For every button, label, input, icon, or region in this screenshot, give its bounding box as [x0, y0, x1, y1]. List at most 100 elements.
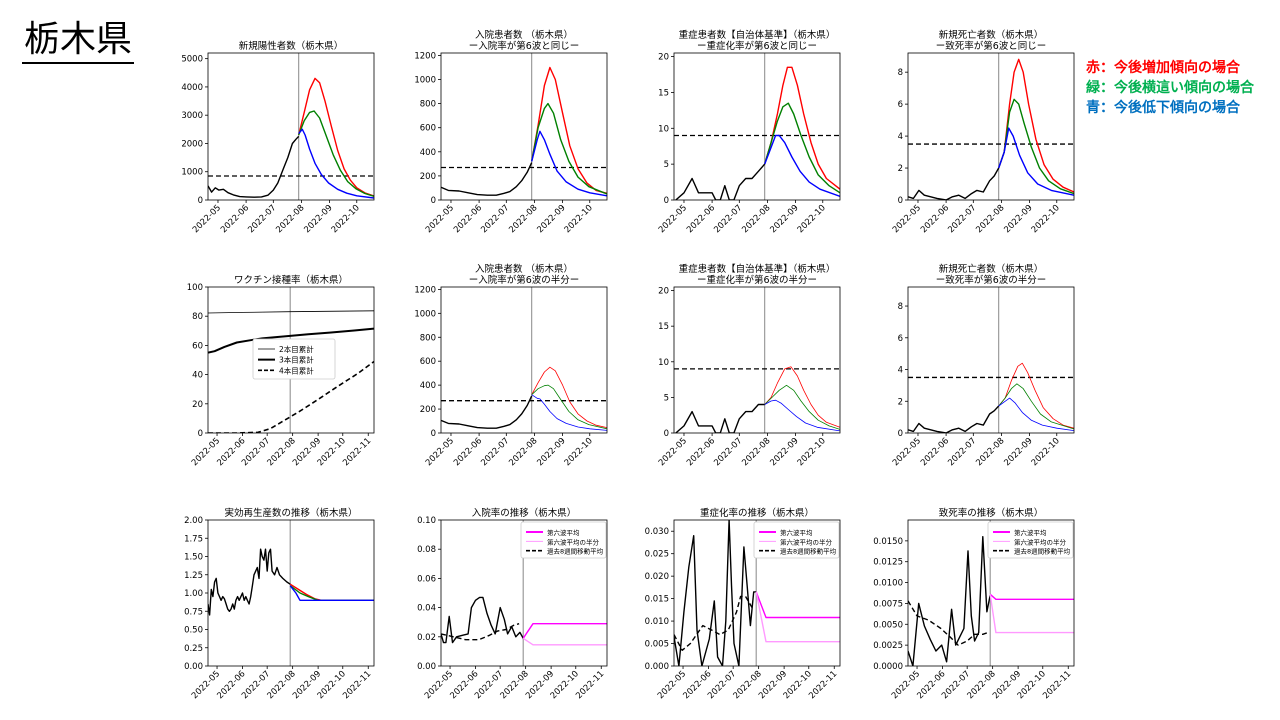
series-group: [675, 66, 840, 200]
chart-title: 重症患者数【自治体基準】（栃木県）: [679, 263, 836, 275]
y-tick-label: 0.10: [417, 516, 436, 526]
y-tick-label: 0.000: [645, 662, 669, 672]
y-tick-label: 0: [664, 429, 669, 439]
y-tick-label: 600: [420, 124, 436, 134]
x-tick-label: 2022-08: [274, 203, 306, 235]
plot-frame: [440, 519, 608, 667]
x-tick-label: 2022-08: [740, 203, 772, 235]
y-tick-label: 0.0100: [873, 579, 903, 589]
x-tick-label: 2022-07: [479, 436, 511, 468]
series-blue-line: [998, 127, 1074, 196]
legend-label: 第六波平均の半分: [1014, 537, 1067, 546]
series-red-line: [764, 366, 840, 428]
x-tick-label: 2022-06: [452, 203, 484, 235]
plot-frame: [673, 52, 841, 201]
series-green-line: [531, 384, 607, 430]
series-green-line: [289, 585, 374, 601]
legend-label: 2本目累計: [279, 344, 314, 354]
y-tick-label: 3000: [181, 111, 203, 121]
y-tick-label: 0.02: [417, 633, 436, 643]
y-tick-label: 8: [898, 302, 903, 312]
chart-3: 重症患者数【自治体基準】（栃木県）ー重症化率が第6波と同じー 0 5 10 15 20 20…: [657, 29, 841, 235]
series-black-line: [908, 405, 1000, 433]
x-tick-label: 2022-07: [946, 436, 978, 468]
y-tick-label: 2: [898, 164, 903, 174]
chart-5: ワクチン接種率（栃木県）0204060801002022-052022-0620…: [187, 274, 375, 468]
series-red-line: [298, 77, 374, 197]
legend-label: 過去8週間移動平均: [547, 547, 604, 556]
y-tick-label: 0: [898, 429, 903, 439]
chart-title: ー致死率が第6波と同じー: [936, 40, 1047, 52]
plot-frame: [907, 52, 1075, 201]
y-tick-label: 0: [198, 429, 203, 439]
chart-11: 重症化率の推移（栃木県） 0.000 0.005 0.010 0.015 0.020 0.0…: [645, 507, 841, 701]
chart-12: 致死率の推移（栃木県） 0.0000 0.0025 0.0050 0.0075 0.010…: [873, 507, 1075, 701]
legend-label: 第六波平均の半分: [547, 537, 600, 546]
legend-label: 過去8週間移動平均: [1014, 547, 1071, 556]
x-tick-label: 2022-11: [341, 669, 373, 701]
x-tick-label: 2022-11: [1041, 669, 1073, 701]
page-title: 栃木県: [22, 18, 135, 64]
series-blue-line: [998, 397, 1074, 431]
chart-title: 重症化率の推移（栃木県）: [700, 507, 814, 519]
y-tick-label: 0.00: [184, 662, 203, 672]
series-group: [908, 536, 1074, 666]
x-tick-label: 2022-09: [535, 436, 567, 468]
y-tick-label: 8: [898, 68, 903, 78]
y-tick-label: 0.04: [417, 604, 436, 614]
x-tick-label: 2022-08: [507, 436, 539, 468]
y-tick-label: 2: [898, 397, 903, 407]
chart-title: 新規死亡者数（栃木県）: [939, 29, 1044, 41]
chart-4: 新規死亡者数（栃木県）ー致死率が第6波と同じー024682022-052022-…: [891, 29, 1075, 235]
chart-9: 実効再生産数の推移（栃木県） 0.00 0.25 0.50 0.75 1.00 1.25 1.…: [184, 507, 375, 701]
y-tick-label: 200: [420, 405, 436, 415]
chart-title: 入院患者数 （栃木県）: [475, 29, 573, 41]
x-tick-label: 2022-10: [796, 436, 828, 468]
y-tick-label: 200: [420, 172, 436, 182]
legend-label: 第六波平均の半分: [780, 537, 833, 546]
series-red-line: [531, 66, 607, 195]
series-green-line: [298, 110, 374, 197]
chart-title: 新規陽性者数（栃木県）: [239, 40, 344, 52]
x-tick-label: 2022-10: [563, 203, 595, 235]
y-tick-label: 60: [192, 341, 203, 351]
series-red-line: [998, 58, 1074, 193]
chart-8: 新規死亡者数（栃木県）ー致死率が第6波の半分ー024682022-052022-…: [891, 263, 1075, 468]
y-tick-label: 1000: [414, 309, 436, 319]
series-red-line: [998, 362, 1074, 429]
y-tick-label: 600: [420, 357, 436, 367]
y-tick-label: 800: [420, 100, 436, 110]
y-tick-label: 2.00: [184, 516, 203, 526]
x-tick-label: 2022-09: [768, 203, 800, 235]
series-blue-line: [289, 585, 374, 601]
x-tick-label: 2022-06: [685, 203, 717, 235]
y-tick-label: 4: [898, 132, 903, 142]
y-tick-label: 0: [898, 196, 903, 206]
chart-title: ワクチン接種率（栃木県）: [234, 274, 348, 286]
x-tick-label: 2022-09: [302, 203, 334, 235]
chart-2: 入院患者数 （栃木県）ー入院率が第6波と同じー 0 200 400 600 800 1000…: [414, 29, 608, 235]
series-magenta-line: [755, 591, 840, 619]
series-blue-line: [764, 399, 840, 432]
y-tick-label: 5: [664, 160, 669, 170]
y-tick-label: 15: [658, 88, 669, 98]
y-tick-label: 0.75: [184, 607, 203, 617]
series-magenta-line: [989, 593, 1074, 600]
y-tick-label: 0.25: [184, 644, 203, 654]
x-tick-label: 2022-05: [891, 203, 923, 235]
series-black-line: [208, 310, 374, 314]
series-green-line: [998, 383, 1074, 430]
plot-frame: [440, 286, 608, 434]
y-tick-label: 0.0000: [873, 662, 903, 672]
y-tick-label: 0.005: [645, 640, 669, 650]
y-tick-label: 10: [658, 124, 669, 134]
series-group: [674, 520, 840, 666]
x-tick-label: 2022-11: [807, 669, 839, 701]
x-tick-label: 2022-08: [974, 436, 1006, 468]
plot-frame: [673, 286, 841, 434]
y-tick-label: 0.08: [417, 545, 436, 555]
x-tick-label: 2022-10: [796, 203, 828, 235]
series-green-line: [764, 102, 840, 194]
